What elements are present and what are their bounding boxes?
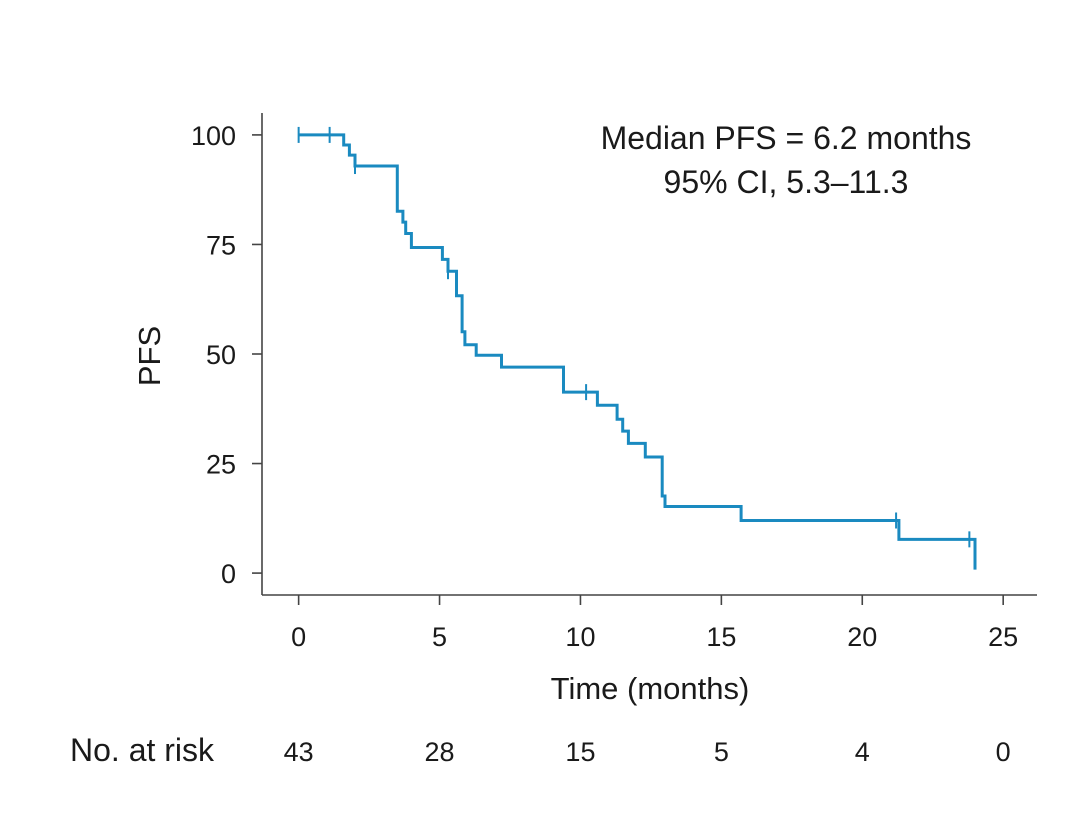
risk-value-0: 43	[284, 737, 314, 767]
x-tick-label-25: 25	[988, 622, 1018, 652]
risk-value-10: 15	[565, 737, 595, 767]
y-axis-title: PFS	[132, 326, 167, 386]
km-curve-0	[298, 133, 977, 570]
risk-value-20: 4	[855, 737, 870, 767]
risk-table-label: No. at risk	[70, 732, 215, 768]
ci-annotation: 95% CI, 5.3–11.3	[664, 164, 909, 200]
risk-value-15: 5	[714, 737, 729, 767]
median-annotation: Median PFS = 6.2 months	[601, 120, 972, 156]
y-tick-label-100: 100	[191, 121, 236, 151]
x-tick-label-20: 20	[847, 622, 877, 652]
x-tick-label-0: 0	[291, 622, 306, 652]
risk-value-25: 0	[996, 737, 1011, 767]
x-axis-title: Time (months)	[551, 671, 750, 706]
y-tick-label-0: 0	[221, 559, 236, 589]
x-tick-label-15: 15	[706, 622, 736, 652]
risk-value-5: 28	[425, 737, 455, 767]
y-tick-label-25: 25	[206, 450, 236, 480]
x-tick-label-5: 5	[432, 622, 447, 652]
x-tick-label-10: 10	[565, 622, 595, 652]
y-tick-label-50: 50	[206, 340, 236, 370]
y-tick-label-75: 75	[206, 230, 236, 260]
